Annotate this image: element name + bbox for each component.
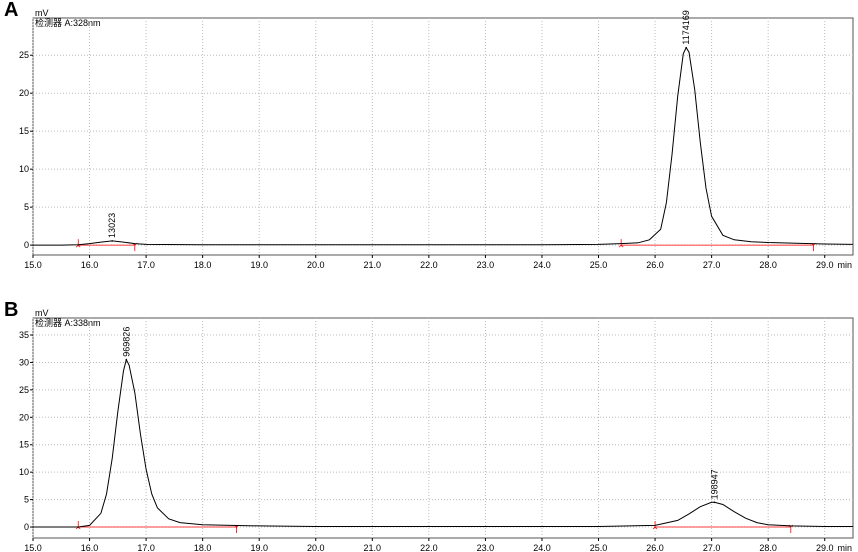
y-tick-label: 5 xyxy=(24,202,29,212)
peak-apex xyxy=(713,501,716,504)
x-tick-label: 22.0 xyxy=(420,543,438,552)
integration-marker xyxy=(75,239,81,248)
x-tick-label: 28.0 xyxy=(759,260,777,270)
x-tick-label: 25.0 xyxy=(590,543,608,552)
signal-line xyxy=(33,358,853,528)
panel-letter: B xyxy=(4,299,18,321)
x-tick-label: 26.0 xyxy=(646,260,664,270)
x-tick-label: 18.0 xyxy=(194,543,212,552)
y-tick-label: 20 xyxy=(19,412,29,422)
integration-marker xyxy=(618,239,624,248)
x-tick-label: 27.0 xyxy=(703,260,721,270)
x-tick-label: 23.0 xyxy=(477,260,495,270)
x-unit: min xyxy=(837,260,852,270)
x-tick-label: 21.0 xyxy=(364,260,382,270)
y-tick-label: 15 xyxy=(19,440,29,450)
x-tick-label: 19.0 xyxy=(250,260,268,270)
peak-area-label: 1174169 xyxy=(681,10,691,44)
x-tick-label: 16.0 xyxy=(81,260,99,270)
plot-frame xyxy=(32,317,854,539)
x-tick-label: 20.0 xyxy=(307,260,325,270)
peak-area-label: 969826 xyxy=(121,327,131,357)
x-unit: min xyxy=(837,543,852,552)
y-tick-label: 10 xyxy=(19,164,29,174)
y-tick-label: 25 xyxy=(19,50,29,60)
y-axis-label: mV xyxy=(35,308,49,318)
plot-frame xyxy=(32,17,854,256)
x-tick-label: 29.0 xyxy=(816,543,834,552)
x-tick-label: 18.0 xyxy=(194,260,212,270)
y-tick-label: 10 xyxy=(19,467,29,477)
x-tick-label: 29.0 xyxy=(816,260,834,270)
x-tick-label: 26.0 xyxy=(646,543,664,552)
x-tick-label: 15.0 xyxy=(24,260,42,270)
x-tick-label: 15.0 xyxy=(24,543,42,552)
peak-area-label: 13023 xyxy=(107,213,117,238)
signal-line xyxy=(33,46,854,246)
y-tick-label: 5 xyxy=(24,495,29,505)
x-tick-label: 27.0 xyxy=(703,543,721,552)
x-tick-label: 17.0 xyxy=(137,260,155,270)
x-tick-label: 17.0 xyxy=(137,543,155,552)
peak-area-label: 198947 xyxy=(709,469,719,499)
x-tick-label: 23.0 xyxy=(477,543,495,552)
peak-apex xyxy=(111,240,113,242)
x-tick-label: 22.0 xyxy=(420,260,438,270)
y-axis-label: mV xyxy=(35,8,49,18)
x-tick-label: 24.0 xyxy=(533,543,551,552)
integration-marker xyxy=(811,242,816,252)
y-tick-label: 30 xyxy=(19,357,29,367)
x-tick-label: 28.0 xyxy=(759,543,777,552)
x-tick-label: 19.0 xyxy=(250,543,268,552)
x-tick-label: 25.0 xyxy=(590,260,608,270)
y-tick-label: 20 xyxy=(19,88,29,98)
y-tick-label: 25 xyxy=(19,385,29,395)
panel-letter: A xyxy=(4,0,18,21)
y-tick-label: 0 xyxy=(24,522,29,532)
x-tick-label: 24.0 xyxy=(533,260,551,270)
peak-apex xyxy=(685,46,687,49)
peak-apex xyxy=(125,358,128,361)
x-tick-label: 21.0 xyxy=(364,543,382,552)
detector-label: 检测器 A:338nm xyxy=(35,317,101,328)
integration-marker xyxy=(234,524,239,534)
x-tick-label: 20.0 xyxy=(307,543,325,552)
integration-marker xyxy=(75,521,81,530)
y-tick-label: 35 xyxy=(19,330,29,340)
x-tick-label: 16.0 xyxy=(81,543,99,552)
y-tick-label: 0 xyxy=(24,240,29,250)
detector-label: 检测器 A:328nm xyxy=(35,17,101,28)
y-tick-label: 15 xyxy=(19,126,29,136)
integration-marker xyxy=(132,242,138,252)
integration-marker xyxy=(652,521,658,530)
